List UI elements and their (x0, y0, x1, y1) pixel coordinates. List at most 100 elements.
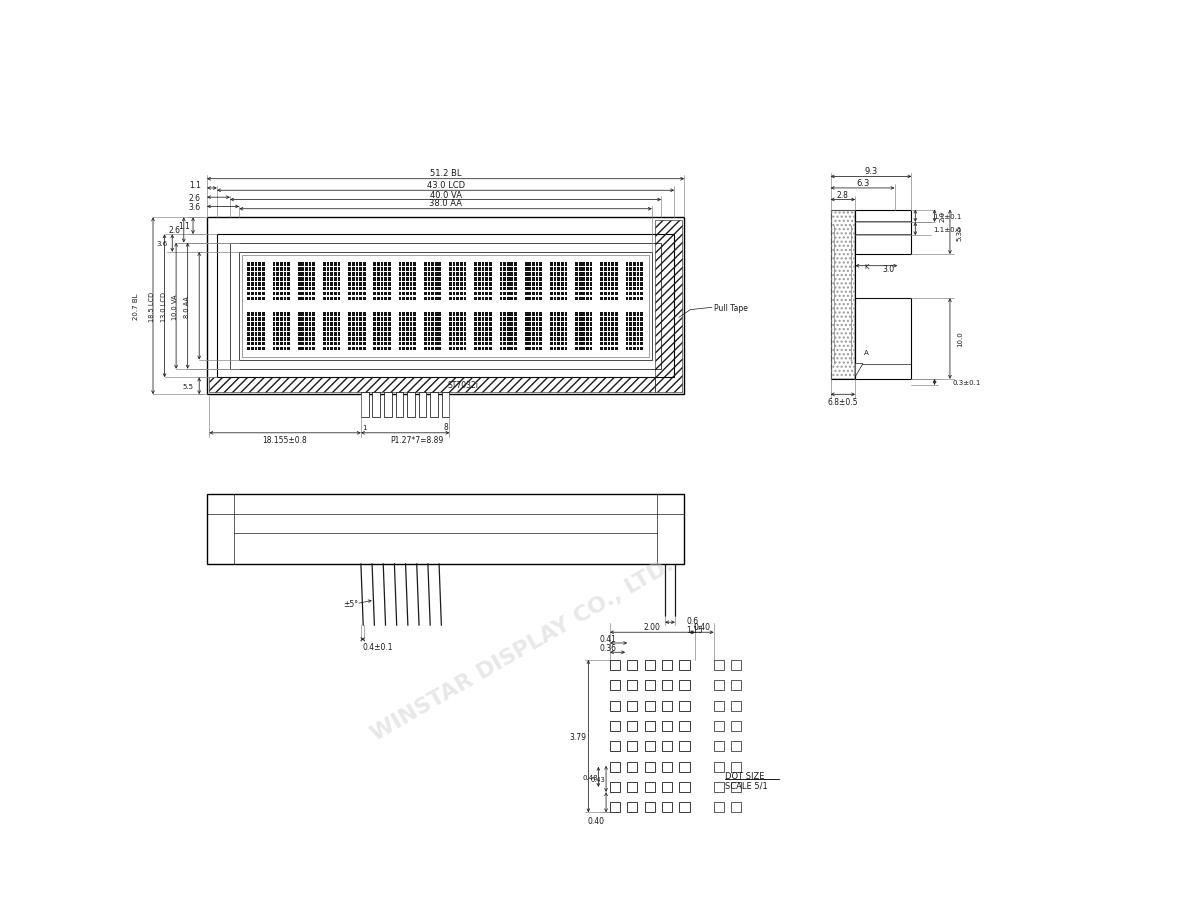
Bar (276, 333, 278, 336)
Bar (312, 273, 316, 277)
Bar (305, 292, 308, 296)
Bar (485, 343, 488, 346)
Bar (644, 762, 655, 772)
Bar (406, 347, 409, 351)
Text: 8.0 AA: 8.0 AA (184, 296, 190, 317)
Bar (272, 347, 275, 351)
Bar (528, 273, 532, 277)
Bar (629, 278, 632, 281)
Bar (355, 343, 359, 346)
Text: 0.4±0.1: 0.4±0.1 (362, 641, 394, 651)
Bar (434, 297, 438, 301)
Bar (714, 681, 724, 691)
Bar (485, 347, 488, 351)
Bar (413, 268, 416, 272)
Bar (326, 333, 329, 336)
Bar (373, 297, 377, 301)
Bar (438, 263, 442, 267)
Bar (582, 343, 586, 346)
Bar (334, 318, 337, 322)
Bar (539, 283, 542, 287)
Bar (258, 297, 262, 301)
Bar (431, 343, 434, 346)
Text: 0.41: 0.41 (599, 634, 616, 643)
Bar (251, 313, 253, 317)
Bar (359, 292, 362, 296)
Bar (449, 318, 452, 322)
Bar (334, 333, 337, 336)
Bar (409, 313, 413, 317)
Bar (434, 283, 438, 287)
Bar (662, 802, 672, 812)
Bar (629, 347, 632, 351)
Bar (611, 343, 614, 346)
Bar (575, 333, 578, 336)
Bar (474, 288, 478, 291)
Bar (424, 347, 427, 351)
Bar (611, 347, 614, 351)
Bar (337, 323, 341, 326)
Bar (607, 313, 611, 317)
Bar (485, 278, 488, 281)
Bar (514, 283, 517, 287)
Bar (352, 347, 355, 351)
Bar (384, 268, 388, 272)
Bar (564, 263, 568, 267)
Bar (287, 318, 290, 322)
Bar (409, 268, 413, 272)
Bar (402, 278, 406, 281)
Bar (355, 313, 359, 317)
Bar (251, 343, 253, 346)
Bar (636, 263, 640, 267)
Bar (640, 313, 643, 317)
Bar (337, 343, 341, 346)
Bar (607, 337, 611, 341)
Bar (254, 278, 257, 281)
Bar (377, 263, 380, 267)
Bar (352, 278, 355, 281)
Bar (424, 297, 427, 301)
Bar (251, 328, 253, 332)
Bar (287, 292, 290, 296)
Text: 18.5 LCD: 18.5 LCD (149, 291, 155, 322)
Bar (326, 313, 329, 317)
Bar (438, 337, 442, 341)
Bar (714, 701, 724, 711)
Bar (377, 328, 380, 332)
Text: 1: 1 (362, 425, 367, 430)
Bar (258, 323, 262, 326)
Bar (384, 283, 388, 287)
Bar (481, 333, 485, 336)
Bar (427, 297, 431, 301)
Bar (262, 297, 265, 301)
Bar (463, 292, 467, 296)
Bar (611, 318, 614, 322)
Bar (406, 323, 409, 326)
Bar (323, 313, 325, 317)
Bar (337, 328, 341, 332)
Bar (409, 337, 413, 341)
Bar (611, 292, 614, 296)
Bar (254, 292, 257, 296)
Bar (276, 337, 278, 341)
Bar (323, 278, 325, 281)
Bar (604, 337, 607, 341)
Bar (373, 292, 377, 296)
Bar (359, 288, 362, 291)
Bar (600, 343, 604, 346)
Bar (380, 288, 384, 291)
Bar (452, 273, 456, 277)
Bar (524, 318, 528, 322)
Bar (535, 328, 539, 332)
Bar (474, 273, 478, 277)
Bar (434, 347, 438, 351)
Bar (582, 333, 586, 336)
Bar (305, 337, 308, 341)
Bar (258, 288, 262, 291)
Bar (407, 392, 415, 418)
Bar (714, 762, 724, 772)
Bar (427, 263, 431, 267)
Bar (301, 268, 304, 272)
Bar (217, 235, 674, 378)
Bar (251, 283, 253, 287)
